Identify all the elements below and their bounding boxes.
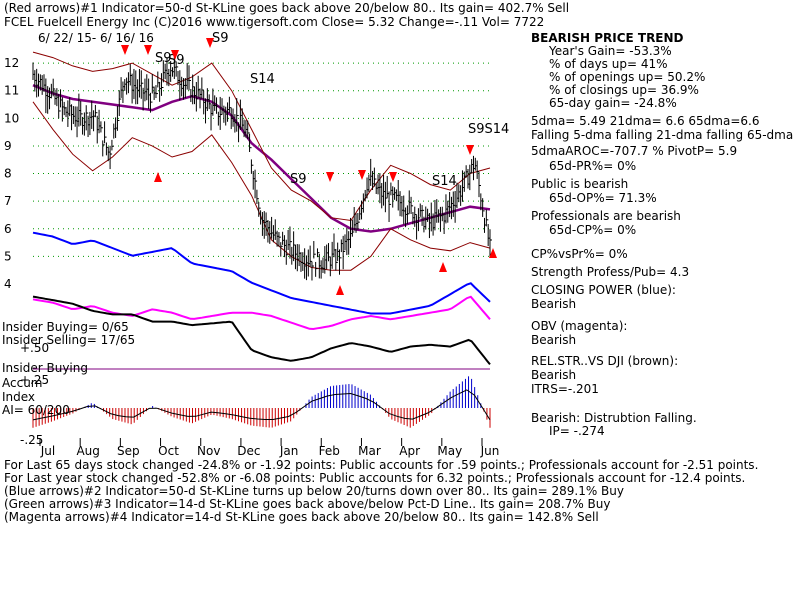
price-tick-label: 8 [4,167,12,181]
signal-annotation: S9S14 [468,122,509,137]
signal-annotation: S14 [432,174,457,189]
series-65-dma [32,84,491,233]
month-label: Dec [237,444,260,458]
footer-line-2: For Last year stock changed -52.8% or -6… [4,471,746,485]
accum-label: Accum [2,376,43,390]
red-down-arrow [144,45,152,55]
footer-line-1: For Last 65 days stock changed -24.8% or… [4,458,759,472]
insider-buying-count: Insider Buying= 0/65 [2,320,129,334]
closing-power-value: Bearish [531,297,577,311]
itrs-value: ITRS=-.201 [531,382,599,396]
month-label: Jul [40,444,55,458]
closing-power-title: CLOSING POWER (blue): [531,283,676,297]
month-label: Oct [158,444,179,458]
closings-up: % of closings up= 36.9% [549,83,699,97]
public-status: Public is bearish [531,177,629,191]
price-tick-label: 6 [4,222,12,236]
accum-average-line [32,389,491,421]
relstr-title: REL.STR..VS DJI (brown): [531,354,679,368]
cp-vs-pr: CP%vsPr%= 0% [531,247,628,261]
signal-annotation: S9 [212,31,229,46]
dma-falling: Falling 5-dma falling 21-dma falling 65-… [531,128,794,142]
red-down-arrow [389,172,397,182]
years-gain: Year's Gain= -53.3% [549,44,672,58]
red-down-arrow [171,50,179,60]
footer-line-3: (Blue arrows)#2 Indicator=50-d St-KLine … [4,484,624,498]
signal-annotation: S14 [250,72,275,87]
red-down-arrow [358,170,366,180]
cp-percent: 65d-CP%= 0% [549,223,637,237]
gain-65: 65-day gain= -24.8% [549,96,677,110]
obv-title: OBV (magenta): [531,319,628,333]
red-down-arrow [466,145,474,155]
pr-percent: 65d-PR%= 0% [549,159,637,173]
month-label: Apr [399,444,420,458]
red-down-arrow [206,38,214,48]
date-range-label: 6/ 22/ 15- 6/ 16/ 16 [38,31,154,45]
header-line-2: FCEL Fuelcell Energy Inc (C)2016 www.tig… [4,15,545,29]
price-tick-label: 11 [4,84,19,98]
red-down-arrow [121,45,129,55]
signal-annotation: S9 [155,51,172,66]
professionals-status: Professionals are bearish [531,209,681,223]
month-label: Sep [117,444,140,458]
month-label: Feb [319,444,340,458]
month-label: May [437,444,462,458]
insider-selling-count: Insider Selling= 17/65 [2,333,136,347]
trend-title: BEARISH PRICE TREND [531,31,684,45]
ip-value: IP= -.274 [549,424,605,438]
accum-tick-label: +.50 [20,341,49,355]
accum-tick-label: -.25 [20,433,43,447]
red-down-arrow [326,172,334,182]
footer-line-5: (Magenta arrows)#4 Indicator=14-d St-KLi… [4,510,599,524]
series-upper-band [32,51,491,222]
month-label: Aug [76,444,99,458]
signal-annotation: S9 [168,53,185,68]
month-label: Mar [358,444,381,458]
accum-tick-label: +.25 [20,373,49,387]
closing-power-line [32,231,491,315]
month-label: Nov [197,444,220,458]
price-tick-label: 4 [4,277,12,291]
red-up-arrow [489,248,497,258]
red-up-arrow [439,262,447,272]
month-label: Jun [480,444,500,458]
header-line-1: (Red arrows)#1 Indicator=50-d St-KLine g… [4,1,570,15]
rel-strength-line [32,295,491,366]
red-up-arrow [336,285,344,295]
distribution-status: Bearish: Distrubtion Falling. [531,411,697,425]
signal-annotation: S9 [290,172,307,187]
red-up-arrow [154,172,162,182]
relstr-value: Bearish [531,368,577,382]
obv-value: Bearish [531,333,577,347]
month-label: Jan [279,444,299,458]
insider-buying-label: Insider Buying [2,361,88,375]
price-tick-label: 7 [4,194,12,208]
dma-values: 5dma= 5.49 21dma= 6.6 65dma=6.6 [531,114,760,128]
days-up: % of days up= 41% [549,57,668,71]
openings-up: % of openings up= 50.2% [549,70,706,84]
op-percent: 65d-OP%= 71.3% [549,191,657,205]
aroc-pivot: 5dmaAROC=-707.7 % PivotP= 5.9 [531,144,738,158]
price-tick-label: 9 [4,139,12,153]
series-lower-band [32,101,491,271]
price-tick-label: 12 [4,56,19,70]
ai-value: AI= 60/200 [2,403,70,417]
footer-line-4: (Green arrows)#3 Indicator=14-d St-KLine… [4,497,611,511]
accum-index-label: Index [2,390,36,404]
strength-ratio: Strength Profess/Pub= 4.3 [531,265,690,279]
price-tick-label: 5 [4,249,12,263]
obv-line [32,295,491,331]
price-tick-label: 10 [4,111,19,125]
